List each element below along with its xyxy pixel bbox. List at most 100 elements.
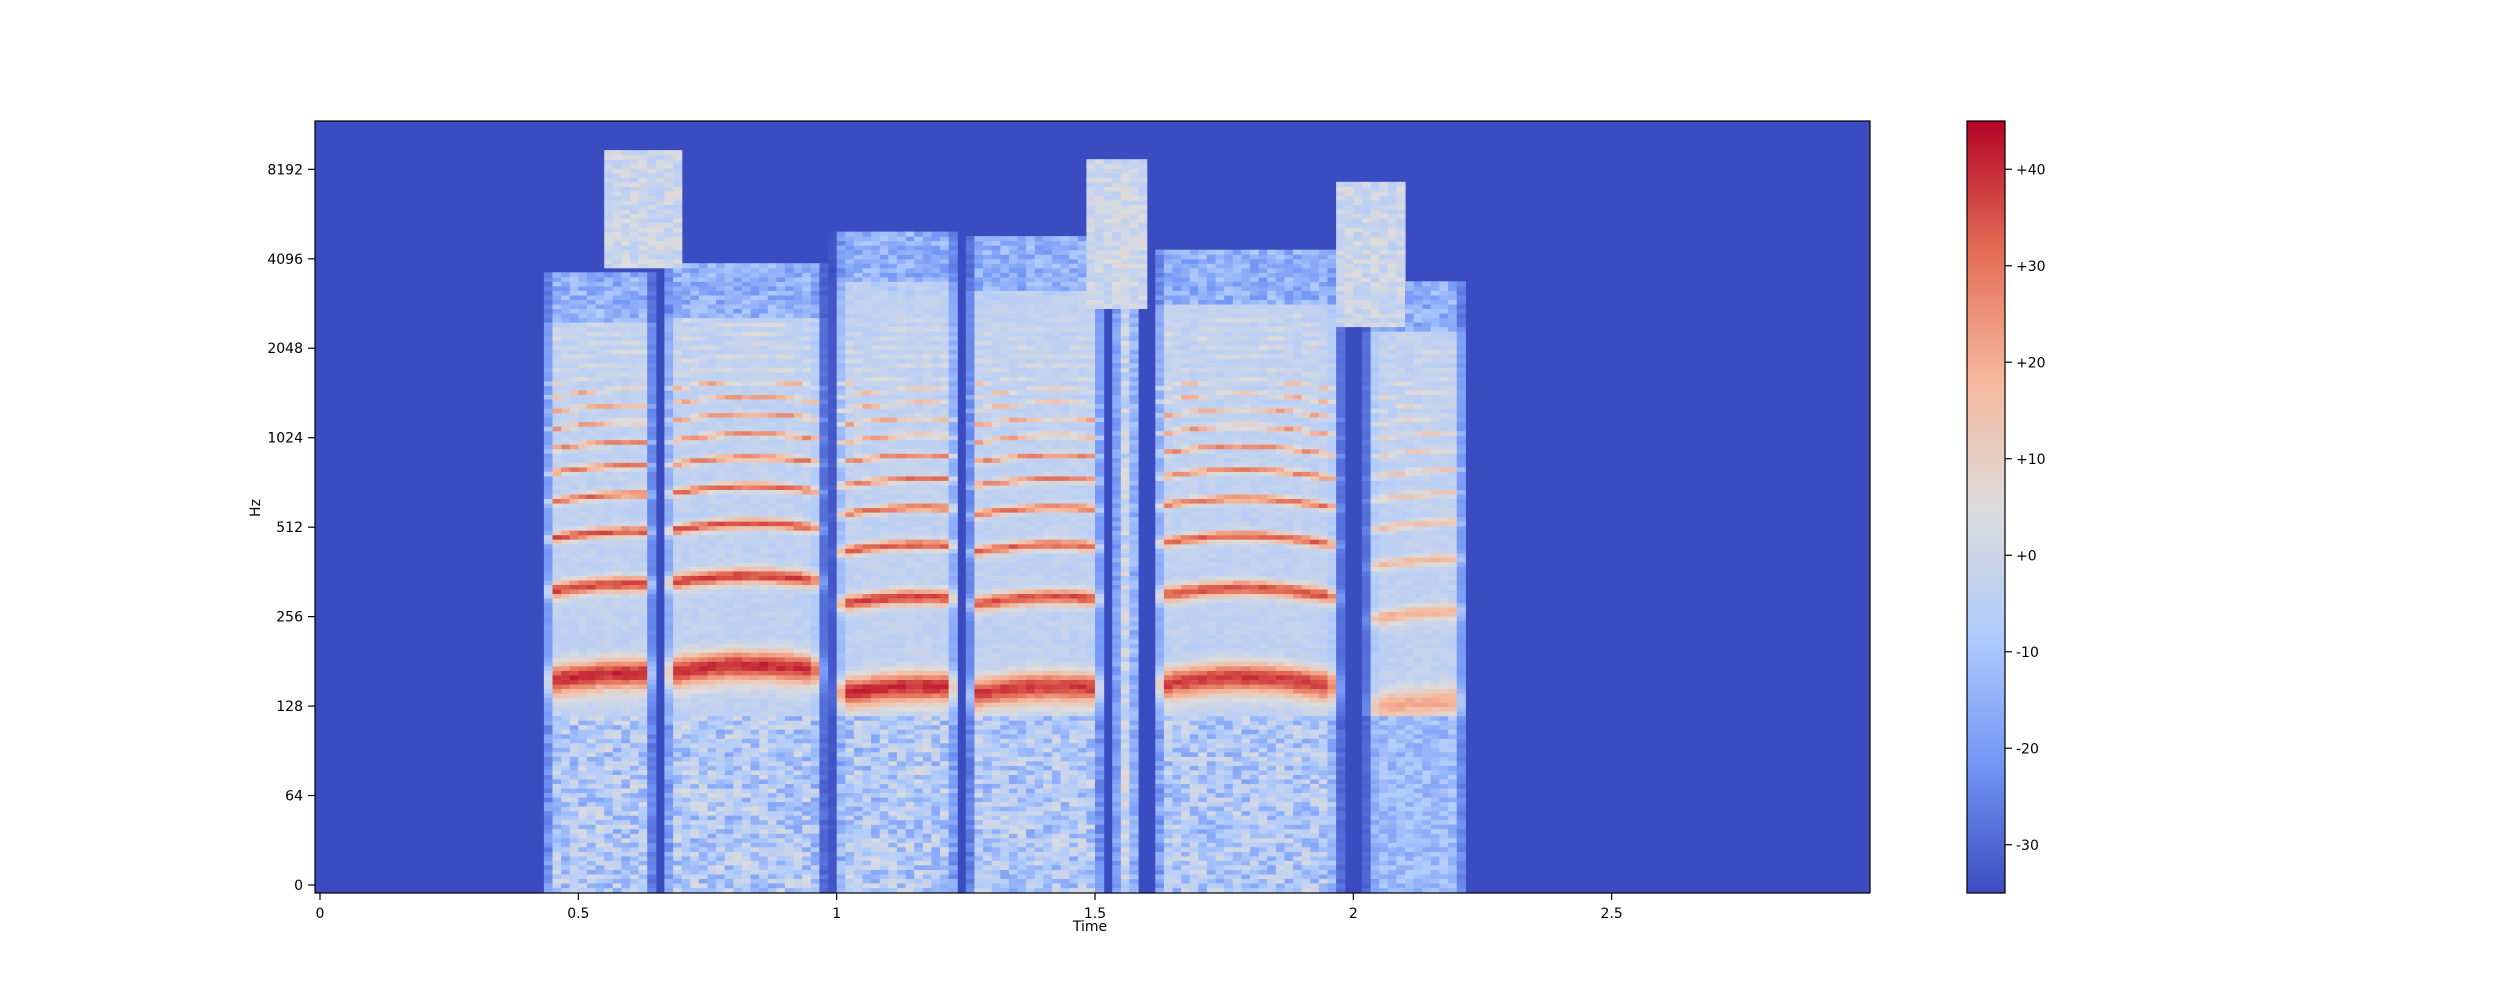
spectrogram-cell (1061, 878, 1070, 883)
spectrogram-cell (1422, 774, 1431, 779)
spectrogram-cell (785, 829, 794, 834)
spectrogram-cell (1026, 765, 1035, 770)
spectrogram-cell (871, 666, 880, 671)
spectrogram-cell (1336, 888, 1345, 893)
spectrogram-cell (1198, 702, 1207, 707)
spectrogram-cell (690, 734, 699, 739)
spectrogram-cell (664, 666, 673, 671)
spectrogram-cell (1224, 811, 1233, 816)
spectrogram-cell (1173, 693, 1182, 698)
spectrogram-cell (914, 684, 923, 689)
spectrogram-cell (983, 842, 992, 847)
spectrogram-cell (639, 688, 648, 693)
spectrogram-cell (613, 829, 622, 834)
spectrogram-cell (664, 806, 673, 811)
spectrogram-cell (673, 847, 682, 852)
spectrogram-cell (1190, 725, 1199, 730)
spectrogram-cell (1129, 738, 1138, 743)
spectrogram-cell (1336, 756, 1345, 761)
spectrogram-cell (1328, 847, 1337, 852)
spectrogram-cell (1086, 838, 1095, 843)
spectrogram-cell (1216, 797, 1225, 802)
spectrogram-cell (1026, 824, 1035, 829)
spectrogram-cell (544, 679, 553, 684)
spectrogram-cell (1302, 716, 1311, 721)
spectrogram-cell (837, 842, 846, 847)
spectrogram-cell (1043, 684, 1052, 689)
spectrogram-cell (1267, 684, 1276, 689)
spectrogram-cell (1293, 815, 1302, 820)
spectrogram-cell (1362, 734, 1371, 739)
spectrogram-cell (1371, 765, 1380, 770)
spectrogram-cell (785, 693, 794, 698)
spectrogram-cell (570, 752, 579, 757)
spectrogram-cell (1069, 684, 1078, 689)
spectrogram-cell (604, 888, 613, 893)
spectrogram-cell (992, 743, 1001, 748)
spectrogram-cell (1181, 734, 1190, 739)
spectrogram-cell (553, 688, 562, 693)
spectrogram-cell (699, 747, 708, 752)
spectrogram-cell (802, 888, 811, 893)
spectrogram-cell (906, 688, 915, 693)
spectrogram-cell (1259, 856, 1268, 861)
spectrogram-cell (613, 752, 622, 757)
spectrogram-cell (802, 811, 811, 816)
spectrogram-cell (845, 851, 854, 856)
spectrogram-cell (1267, 752, 1276, 757)
spectrogram-cell (1112, 802, 1121, 807)
spectrogram-cell (1121, 851, 1130, 856)
spectrogram-cell (596, 874, 605, 879)
spectrogram-cell (639, 874, 648, 879)
spectrogram-cell (1328, 711, 1337, 716)
spectrogram-cell (1379, 783, 1388, 788)
spectrogram-cell (906, 761, 915, 766)
spectrogram-cell (759, 874, 768, 879)
spectrogram-cell (553, 806, 562, 811)
spectrogram-cell (940, 869, 949, 874)
spectrogram-cell (1405, 838, 1414, 843)
spectrogram-cell (1224, 820, 1233, 825)
spectrogram-cell (1293, 874, 1302, 879)
spectrogram-cell (923, 783, 932, 788)
spectrogram-cell (621, 738, 630, 743)
spectrogram-cell (819, 688, 828, 693)
spectrogram-cell (1336, 765, 1345, 770)
spectrogram-cell (1164, 847, 1173, 852)
spectrogram-cell (725, 811, 734, 816)
spectrogram-cell (1422, 802, 1431, 807)
spectrogram-cell (708, 838, 717, 843)
spectrogram-cell (897, 856, 906, 861)
spectrogram-cell (1061, 842, 1070, 847)
spectrogram-cell (1018, 874, 1027, 879)
spectrogram-cell (1431, 878, 1440, 883)
spectrogram-cell (931, 856, 940, 861)
spectrogram-cell (1388, 829, 1397, 834)
spectrogram-cell (828, 806, 837, 811)
spectrogram-cell (785, 720, 794, 725)
spectrogram-cell (1224, 707, 1233, 712)
spectrogram-cell (1284, 679, 1293, 684)
spectrogram-cell (1121, 797, 1130, 802)
spectrogram-cell (1431, 684, 1440, 689)
spectrogram-cell (819, 729, 828, 734)
spectrogram-cell (1026, 820, 1035, 825)
spectrogram-cell (570, 838, 579, 843)
spectrogram-cell (992, 675, 1001, 680)
spectrogram-cell (914, 725, 923, 730)
spectrogram-cell (949, 860, 958, 865)
spectrogram-cell (776, 878, 785, 883)
spectrogram-cell (1078, 874, 1087, 879)
spectrogram-cell (923, 779, 932, 784)
spectrogram-cell (1018, 788, 1027, 793)
spectrogram-cell (1336, 770, 1345, 775)
spectrogram-cell (621, 797, 630, 802)
spectrogram-cell (854, 725, 863, 730)
spectrogram-cell (940, 679, 949, 684)
spectrogram-cell (1095, 847, 1104, 852)
spectrogram-cell (1198, 824, 1207, 829)
spectrogram-cell (1216, 806, 1225, 811)
spectrogram-cell (819, 793, 828, 798)
spectrogram-cell (1267, 729, 1276, 734)
spectrogram-cell (828, 878, 837, 883)
